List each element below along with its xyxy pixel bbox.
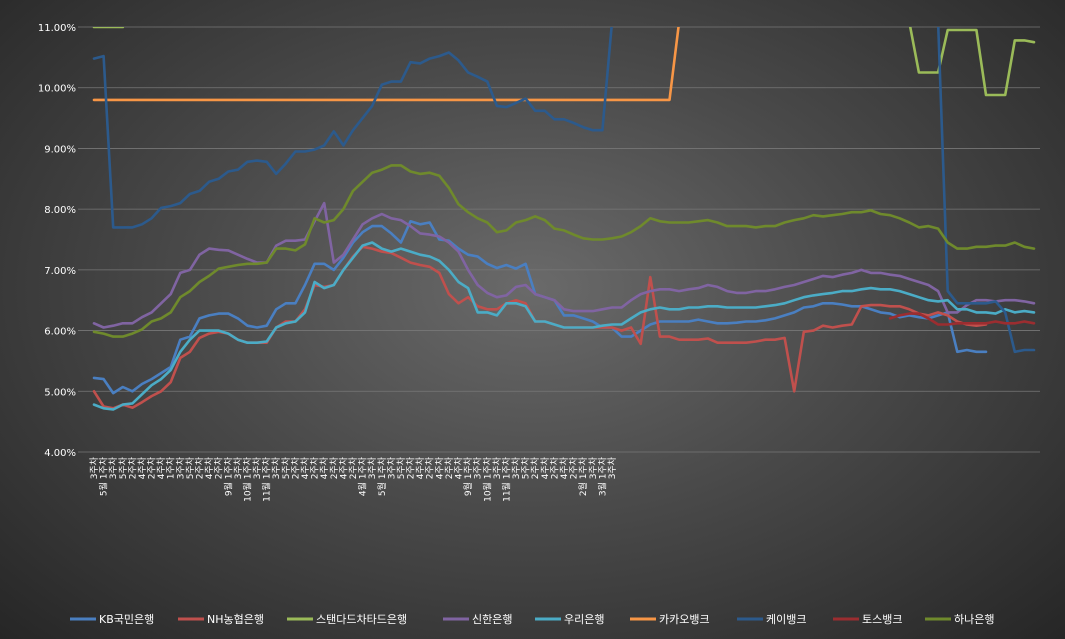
legend-label-5: 카카오뱅크 [659, 613, 710, 626]
x-tick-label: 4주차 [539, 456, 551, 479]
x-tick-label: 2주차 [443, 456, 455, 479]
x-tick-label: 4월 1주차 [357, 456, 369, 496]
x-tick-label: 9월 1주차 [222, 456, 234, 496]
x-tick-label: 3주차 [251, 456, 263, 479]
x-tick-label: 3주차 [366, 456, 378, 479]
x-tick-label: 2주차 [126, 456, 138, 479]
legend-label-6: 케이뱅크 [766, 613, 806, 626]
x-tick-label: 5주차 [184, 456, 196, 479]
x-tick-label: 2주차 [146, 456, 158, 479]
x-tick-label: 4주차 [414, 456, 426, 479]
x-tick-label: 2주차 [529, 456, 541, 479]
series-line-5 [92, 27, 680, 102]
y-tick-label: 5.00% [44, 387, 76, 398]
x-tick-label: 4주차 [203, 456, 215, 479]
y-axis-ticks: 4.00% 5.00% 6.00% 7.00% 8.00% 9.00% 10.00% 11.0… [38, 23, 76, 459]
y-tick-label: 11.00% [38, 23, 76, 34]
x-tick-label: 3주차 [88, 456, 100, 479]
x-tick-label: 5주차 [280, 456, 292, 479]
x-tick-label: 11월 1주차 [261, 456, 273, 502]
x-tick-label: 4주차 [299, 456, 311, 479]
x-tick-label: 10월 1주차 [481, 456, 493, 502]
x-tick-label: 2주차 [194, 456, 206, 479]
series-line-3 [92, 201, 1036, 329]
x-tick-label: 2주차 [568, 456, 580, 479]
x-tick-label: 5월 1주차 [376, 456, 388, 496]
y-tick-label: 6.00% [44, 327, 76, 338]
legend-label-8: 하나은행 [954, 612, 994, 626]
y-tick-label: 8.00% [44, 205, 76, 216]
series-line-8 [92, 164, 1036, 338]
x-tick-label: 11월 1주차 [500, 456, 512, 502]
x-tick-label: 3주차 [232, 456, 244, 479]
x-tick-label: 2주차 [213, 456, 225, 479]
legend-label-3: 신한은행 [472, 613, 512, 626]
x-tick-label: 3주차 [491, 456, 503, 479]
x-tick-label: 3주차 [270, 456, 282, 479]
x-tick-label: 3주차 [385, 456, 397, 479]
x-tick-label: 2주차 [405, 456, 417, 479]
series-line-7 [888, 312, 1036, 326]
y-tick-label: 9.00% [44, 144, 76, 155]
x-tick-label: 3주차 [606, 456, 618, 479]
x-axis-ticks: 3주차 5월 1주차 3주차 5주차 2주차 4주차 2주차 4주차 1주차 3주차 5주차 2주차 4… [88, 456, 618, 502]
x-tick-label: 3월 1주차 [596, 456, 608, 496]
gridlines [78, 26, 1040, 453]
series-line-1 [92, 245, 988, 410]
x-tick-label: 2월 1주차 [577, 456, 589, 496]
x-tick-label: 5주차 [117, 456, 129, 479]
x-tick-label: 4주차 [318, 456, 330, 479]
x-tick-label: 3주차 [107, 456, 119, 479]
x-tick-label: 4주차 [558, 456, 570, 479]
x-tick-label: 3주차 [472, 456, 484, 479]
x-tick-label: 2주차 [289, 456, 301, 479]
series-line-6 [936, 27, 1036, 354]
legend-label-4: 우리은행 [564, 613, 604, 626]
series-line-4 [92, 241, 1036, 411]
x-tick-label: 9월 1주차 [462, 456, 474, 496]
x-tick-label: 4주차 [136, 456, 148, 479]
x-tick-label: 2주차 [548, 456, 560, 479]
x-tick-label: 5주차 [395, 456, 407, 479]
y-tick-label: 7.00% [44, 266, 76, 277]
x-tick-label: 2주차 [424, 456, 436, 479]
x-tick-label: 2주차 [328, 456, 340, 479]
legend-label-1: NH농협은행 [207, 613, 264, 626]
y-tick-label: 4.00% [44, 448, 76, 459]
legend: KB국민은행 NH농협은행 스탠다드차타드은행 신한은행 우리은행 카카오뱅크 케이뱅크 토스… [70, 612, 994, 626]
x-tick-label: 4주차 [337, 456, 349, 479]
x-tick-label: 4주차 [433, 456, 445, 479]
legend-label-0: KB국민은행 [99, 613, 154, 626]
x-tick-label: 4주차 [155, 456, 167, 479]
series-line-2 [908, 27, 1036, 97]
x-tick-label: 2주차 [347, 456, 359, 479]
x-tick-label: 2주차 [309, 456, 321, 479]
series-line-6 [92, 27, 613, 229]
x-tick-label: 3주차 [587, 456, 599, 479]
legend-label-2: 스탠다드차타드은행 [316, 613, 407, 626]
legend-label-7: 토스뱅크 [862, 613, 902, 626]
x-tick-label: 3주차 [510, 456, 522, 479]
x-tick-label: 3주차 [174, 456, 186, 479]
x-tick-label: 10월 1주차 [241, 456, 253, 502]
x-tick-label: 5월 1주차 [98, 456, 110, 496]
y-tick-label: 10.00% [38, 84, 76, 95]
series-line-0 [92, 220, 988, 395]
x-tick-label: 5주차 [520, 456, 532, 479]
x-tick-label: 4주차 [452, 456, 464, 479]
plot-area [92, 27, 1036, 411]
x-tick-label: 1주차 [165, 456, 177, 479]
